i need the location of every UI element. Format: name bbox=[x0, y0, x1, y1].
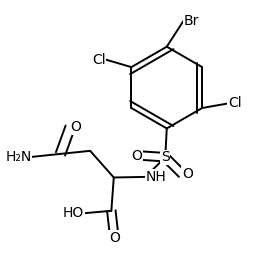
Text: Cl: Cl bbox=[92, 53, 105, 67]
Text: Cl: Cl bbox=[227, 96, 241, 110]
Text: O: O bbox=[181, 167, 192, 181]
Text: S: S bbox=[160, 150, 169, 164]
Text: O: O bbox=[70, 120, 81, 134]
Text: NH: NH bbox=[145, 170, 166, 184]
Text: Br: Br bbox=[183, 14, 198, 28]
Text: O: O bbox=[131, 149, 142, 163]
Text: O: O bbox=[108, 231, 119, 245]
Text: H₂N: H₂N bbox=[5, 150, 31, 164]
Text: HO: HO bbox=[62, 206, 84, 220]
